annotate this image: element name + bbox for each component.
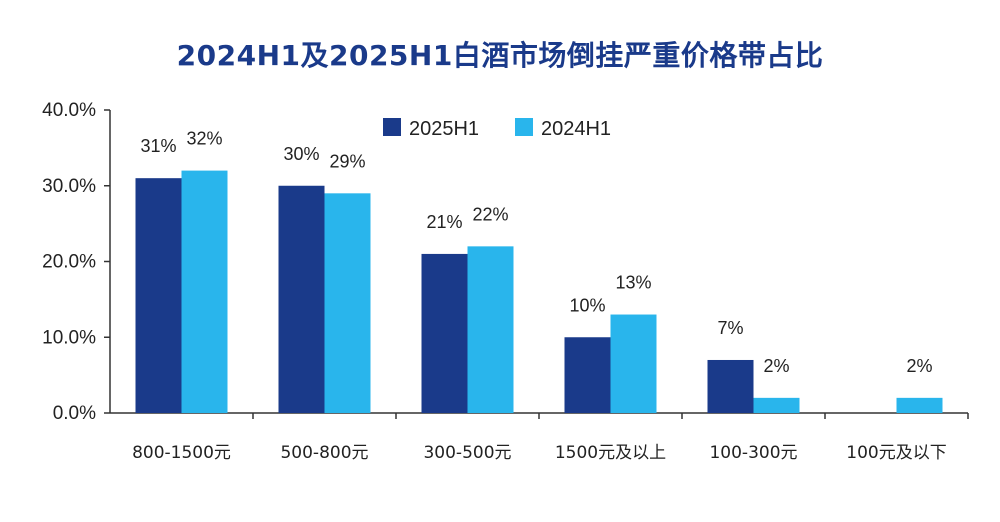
bar-2024h1: [467, 246, 514, 413]
bar-2024h1: [753, 397, 800, 413]
y-tick-label: 30.0%: [42, 176, 96, 197]
bar-2025h1: [278, 185, 325, 413]
chart-title: 2024H1及2025H1白酒市场倒挂严重价格带占比: [176, 39, 824, 72]
data-label: 10%: [569, 295, 605, 315]
bar-2025h1: [707, 359, 754, 413]
x-tick-label: 500-800元: [280, 443, 368, 463]
y-tick-label: 10.0%: [42, 327, 96, 348]
x-tick-label: 300-500元: [423, 443, 511, 463]
data-label: 29%: [329, 151, 365, 171]
legend-swatch-2025h1: [383, 118, 401, 136]
data-label: 2%: [763, 356, 789, 376]
data-label: 2%: [906, 356, 932, 376]
y-tick-label: 40.0%: [42, 100, 96, 121]
y-tick-label: 20.0%: [42, 252, 96, 273]
legend-label: 2024H1: [541, 118, 611, 140]
data-label: 32%: [186, 129, 222, 149]
data-label: 21%: [426, 212, 462, 232]
data-label: 22%: [472, 204, 508, 224]
y-tick-label: 0.0%: [53, 403, 96, 424]
x-tick-label: 1500元及以上: [555, 443, 666, 463]
x-tick-label: 100-300元: [709, 443, 797, 463]
data-label: 31%: [140, 136, 176, 156]
bar-2024h1: [610, 314, 657, 413]
x-tick-label: 100元及以下: [846, 443, 946, 463]
data-label: 30%: [283, 144, 319, 164]
data-label: 13%: [615, 273, 651, 293]
legend-label: 2025H1: [409, 118, 479, 140]
bar-2025h1: [135, 178, 182, 413]
data-label: 7%: [717, 318, 743, 338]
legend-swatch-2024h1: [515, 118, 533, 136]
bar-2024h1: [324, 193, 371, 413]
bar-2025h1: [564, 337, 611, 413]
bar-2024h1: [181, 170, 228, 413]
x-tick-label: 800-1500元: [132, 443, 231, 463]
bar-2024h1: [896, 397, 943, 413]
bar-2025h1: [421, 253, 468, 413]
